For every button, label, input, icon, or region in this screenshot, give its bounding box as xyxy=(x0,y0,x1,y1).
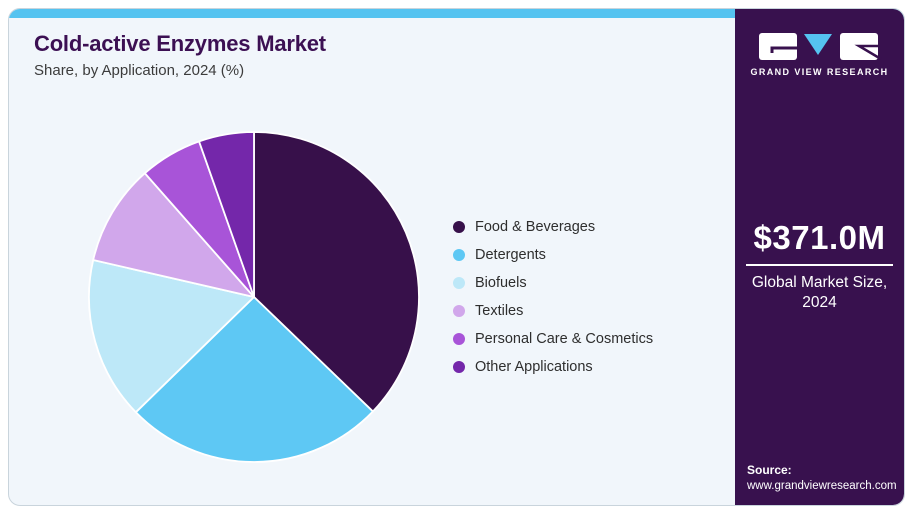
chart-header: Cold-active Enzymes Market Share, by App… xyxy=(34,31,326,79)
page-subtitle: Share, by Application, 2024 (%) xyxy=(34,62,245,79)
legend-item: Personal Care & Cosmetics xyxy=(453,325,653,353)
pie-slice-textiles xyxy=(92,172,255,298)
legend-item: Food & Beverages xyxy=(453,213,653,241)
legend-dot-icon xyxy=(453,333,465,345)
legend-dot-icon xyxy=(453,361,465,373)
legend-item: Textiles xyxy=(453,297,653,325)
legend-label: Other Applications xyxy=(475,359,593,375)
legend-label: Textiles xyxy=(475,303,524,319)
pie-slice-food-beverages xyxy=(253,131,420,413)
legend-dot-icon xyxy=(453,221,465,233)
legend-label: Detergents xyxy=(475,247,546,263)
pie-slice-detergents xyxy=(134,296,374,463)
pie-chart-svg xyxy=(88,131,420,463)
legend: Food & Beverages Detergents Biofuels Textil… xyxy=(453,213,653,381)
page-title: Cold-active Enzymes Market xyxy=(34,31,326,56)
brand-sidebar: GRAND VIEW RESEARCH $371.0M Global Marke… xyxy=(735,9,904,505)
legend-dot-icon xyxy=(453,305,465,317)
chart-card: Cold-active Enzymes Market Share, by App… xyxy=(8,8,905,506)
divider xyxy=(746,264,893,266)
legend-item: Detergents xyxy=(453,241,653,269)
gvr-logo-icon xyxy=(758,33,882,61)
market-size-value: $371.0M xyxy=(753,219,886,256)
legend-label: Food & Beverages xyxy=(475,219,596,235)
pie-slice-biofuels xyxy=(88,259,255,414)
pie-chart xyxy=(84,127,424,467)
source-url: www.grandviewresearch.com xyxy=(747,480,897,492)
market-size-block: $371.0M Global Market Size, 2024 xyxy=(735,219,904,313)
market-size-label: Global Market Size, 2024 xyxy=(751,274,888,312)
pie-slice-other-applications xyxy=(198,131,255,298)
legend-label: Personal Care & Cosmetics xyxy=(475,331,654,347)
legend-dot-icon xyxy=(453,249,465,261)
brand-logo: GRAND VIEW RESEARCH xyxy=(735,31,904,77)
accent-top-bar xyxy=(9,9,904,18)
legend-dot-icon xyxy=(453,277,465,289)
source-label: Source: xyxy=(747,463,792,477)
source-block: Source: www.grandviewresearch.com xyxy=(747,463,897,492)
legend-item: Biofuels xyxy=(453,269,653,297)
legend-label: Biofuels xyxy=(475,275,527,291)
brand-name: GRAND VIEW RESEARCH xyxy=(750,67,889,77)
legend-item: Other Applications xyxy=(453,353,653,381)
